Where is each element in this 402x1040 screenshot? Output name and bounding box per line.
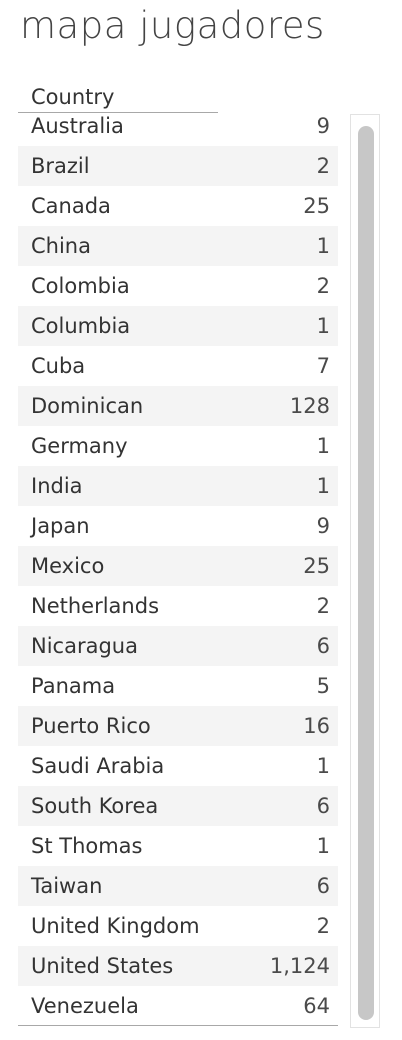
table-row[interactable]: Puerto Rico 16 <box>18 706 338 746</box>
cell-count: 1 <box>316 474 330 498</box>
cell-count: 6 <box>316 874 330 898</box>
cell-country: Nicaragua <box>31 634 138 658</box>
table-row[interactable]: United States 1,124 <box>18 946 338 986</box>
cell-count: 25 <box>303 554 330 578</box>
cell-country: Netherlands <box>31 594 160 618</box>
column-header-country[interactable]: Country <box>18 80 218 113</box>
cell-country: China <box>31 234 91 258</box>
cell-country: Venezuela <box>31 994 139 1018</box>
table-row[interactable]: Saudi Arabia 1 <box>18 746 338 786</box>
table-row[interactable]: Dominican 128 <box>18 386 338 426</box>
cell-count: 1 <box>316 834 330 858</box>
table-row[interactable]: Colombia 2 <box>18 266 338 306</box>
cell-country: Columbia <box>31 314 131 338</box>
table-row[interactable]: Brazil 2 <box>18 146 338 186</box>
page-title: mapa jugadores <box>20 4 325 47</box>
cell-country: Japan <box>31 514 90 538</box>
cell-country: Dominican <box>31 394 144 418</box>
cell-count: 1,124 <box>269 954 330 978</box>
table-row[interactable]: Australia 9 <box>18 106 338 146</box>
table-row[interactable]: United Kingdom 2 <box>18 906 338 946</box>
cell-count: 64 <box>303 994 330 1018</box>
cell-country: United States <box>31 954 174 978</box>
cell-country: Brazil <box>31 154 90 178</box>
cell-count: 5 <box>316 674 330 698</box>
cell-country: Taiwan <box>31 874 103 898</box>
cell-count: 1 <box>316 754 330 778</box>
table-bottom-divider <box>18 1025 338 1026</box>
cell-count: 6 <box>316 634 330 658</box>
cell-country: Saudi Arabia <box>31 754 165 778</box>
cell-count: 2 <box>316 914 330 938</box>
table-row[interactable]: Netherlands 2 <box>18 586 338 626</box>
cell-count: 9 <box>316 514 330 538</box>
cell-country: Puerto Rico <box>31 714 151 738</box>
cell-count: 1 <box>316 434 330 458</box>
vertical-scrollbar-thumb[interactable] <box>358 126 374 1020</box>
table-row[interactable]: Nicaragua 6 <box>18 626 338 666</box>
table-row[interactable]: Panama 5 <box>18 666 338 706</box>
table-row[interactable]: Germany 1 <box>18 426 338 466</box>
table-row[interactable]: Cuba 7 <box>18 346 338 386</box>
cell-count: 6 <box>316 794 330 818</box>
cell-country: Australia <box>31 114 124 138</box>
table-row[interactable]: St Thomas 1 <box>18 826 338 866</box>
cell-country: Cuba <box>31 354 86 378</box>
cell-country: Germany <box>31 434 128 458</box>
cell-count: 7 <box>316 354 330 378</box>
cell-count: 128 <box>289 394 330 418</box>
table-row[interactable]: India 1 <box>18 466 338 506</box>
cell-count: 16 <box>303 714 330 738</box>
cell-country: India <box>31 474 83 498</box>
cell-country: St Thomas <box>31 834 143 858</box>
cell-count: 25 <box>303 194 330 218</box>
table-row[interactable]: Venezuela 64 <box>18 986 338 1026</box>
table-row[interactable]: Japan 9 <box>18 506 338 546</box>
cell-country: South Korea <box>31 794 159 818</box>
table-row[interactable]: South Korea 6 <box>18 786 338 826</box>
cell-count: 9 <box>316 114 330 138</box>
cell-country: United Kingdom <box>31 914 200 938</box>
table-row[interactable]: Mexico 25 <box>18 546 338 586</box>
cell-count: 1 <box>316 234 330 258</box>
cell-count: 1 <box>316 314 330 338</box>
table-row[interactable]: Canada 25 <box>18 186 338 226</box>
cell-country: Colombia <box>31 274 130 298</box>
table-row[interactable]: Columbia 1 <box>18 306 338 346</box>
cell-count: 2 <box>316 154 330 178</box>
cell-country: Mexico <box>31 554 105 578</box>
column-header-label: Country <box>31 85 115 109</box>
table-row[interactable]: Taiwan 6 <box>18 866 338 906</box>
cell-country: Canada <box>31 194 111 218</box>
table-body: Australia 9 Brazil 2 Canada 25 China 1 C… <box>18 106 338 1026</box>
cell-count: 2 <box>316 274 330 298</box>
cell-count: 2 <box>316 594 330 618</box>
cell-country: Panama <box>31 674 116 698</box>
table-row[interactable]: China 1 <box>18 226 338 266</box>
